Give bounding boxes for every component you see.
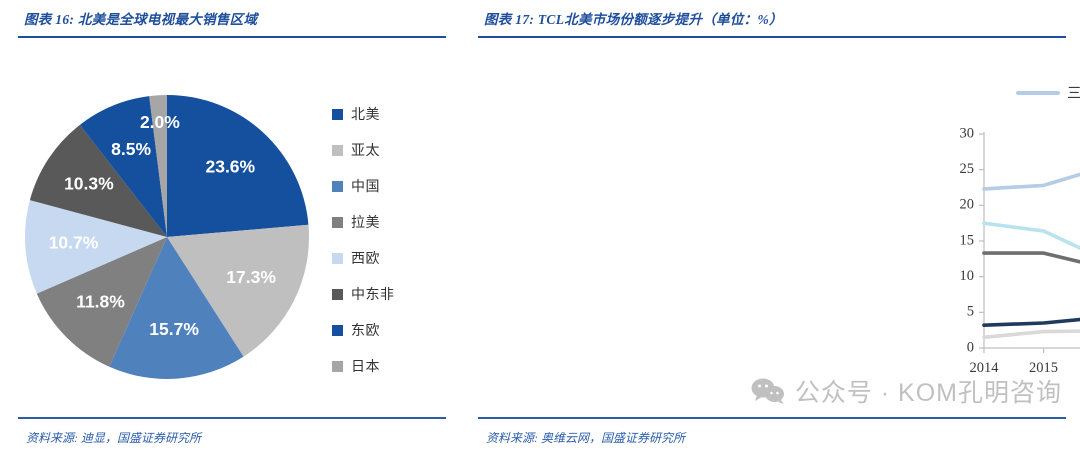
line-chart-svg: 0510152025302014201520162017201820192020…: [960, 125, 1080, 376]
y-axis-tick-label: 0: [967, 339, 974, 355]
y-axis-tick-label: 30: [960, 125, 975, 141]
line-series: [982, 221, 1080, 250]
pie-slice-value: 15.7%: [149, 319, 199, 339]
pie-legend-item[interactable]: 亚太: [332, 132, 395, 168]
figure-17-top-rule: [478, 36, 1066, 38]
pie-legend-label: 北美: [351, 108, 380, 123]
legend-swatch-icon: [332, 180, 343, 192]
chart-axes: [979, 132, 1080, 353]
figure-17-bottom-rule: [478, 417, 1066, 419]
pie-svg: 23.6% 17.3% 15.7% 11.8% 10.7% 10.3% 8.5% 2.0%: [25, 95, 309, 380]
pie-legend-label: 拉美: [351, 216, 380, 231]
pie-slice-value: 10.7%: [49, 233, 99, 253]
legend-swatch-icon: [332, 108, 343, 120]
y-axis-tick-label: 20: [960, 197, 975, 213]
legend-swatch-icon: [332, 216, 343, 228]
legend-swatch-icon: [332, 252, 343, 264]
pie-legend-item[interactable]: 东欧: [332, 312, 395, 348]
legend-swatch-icon: [332, 360, 343, 372]
pie-legend-label: 中国: [351, 180, 380, 195]
figure-16-source: 资料来源: 迪显，国盛证券研究所: [26, 431, 201, 445]
pie-legend-item[interactable]: 拉美: [332, 204, 395, 240]
line-legend-label: 三星: [1067, 86, 1080, 102]
x-axis-tick-label: 2015: [1029, 360, 1058, 376]
pie-slice: [167, 95, 309, 237]
pie-slice-value: 11.8%: [76, 292, 125, 312]
x-axis-tick-label: 2014: [970, 360, 1000, 376]
pie-slice: [25, 200, 168, 294]
pie-legend-item[interactable]: 北美: [332, 96, 395, 132]
pie-slice: [167, 224, 309, 357]
figure-17-title: 图表 17: TCL北美市场份额逐步提升（单位：%）: [484, 12, 783, 27]
line-chart-legend: 三星TCLVizioLG海信: [1016, 82, 1080, 103]
market-share-pie-chart: 23.6% 17.3% 15.7% 11.8% 10.7% 10.3% 8.5% 2.0%: [22, 92, 312, 382]
pie-legend-label: 亚太: [351, 144, 380, 159]
line-series: [982, 317, 1080, 327]
chart-tick-labels: 0510152025302014201520162017201820192020…: [960, 125, 1059, 376]
watermark-text: 公众号 · KOM孔明咨询: [794, 379, 1062, 407]
pie-slice-value: 17.3%: [226, 267, 276, 287]
y-axis-tick-label: 25: [960, 161, 975, 177]
figure-17-panel: 图表 17: TCL北美市场份额逐步提升（单位：%） 三星TCLVizioLG海…: [460, 0, 1080, 455]
pie-legend: 北美亚太中国拉美西欧中东非东欧日本: [332, 96, 395, 384]
figure-16-top-rule: [18, 36, 446, 38]
pie-legend-item[interactable]: 中东非: [332, 276, 395, 312]
market-share-line-chart: 0510152025302014201520162017201820192020…: [938, 120, 1080, 390]
pie-legend-label: 西欧: [351, 252, 380, 267]
legend-swatch-icon: [332, 288, 343, 300]
line-series: [982, 251, 1080, 264]
y-axis-tick-label: 10: [960, 268, 975, 284]
figure-16-bottom-rule: [18, 417, 446, 419]
pie-slice: [36, 237, 167, 367]
pie-legend-label: 东欧: [351, 324, 380, 339]
pie-slice: [149, 95, 167, 237]
legend-swatch-icon: [332, 324, 343, 336]
pie-slice: [109, 237, 244, 380]
pie-slices: [25, 95, 309, 380]
y-axis-tick-label: 5: [967, 304, 974, 320]
legend-line-icon: [1016, 90, 1060, 95]
pie-slice: [79, 96, 167, 238]
pie-slice-value: 10.3%: [64, 174, 114, 194]
pie-legend-label: 日本: [351, 360, 380, 375]
figure-16-panel: 图表 16: 北美是全球电视最大销售区域 23.6% 17.3% 15.7% 11.8…: [0, 0, 460, 455]
y-axis-tick-label: 15: [960, 232, 975, 248]
pie-legend-item[interactable]: 中国: [332, 168, 395, 204]
pie-legend-label: 中东非: [351, 288, 395, 303]
pie-value-labels: 23.6% 17.3% 15.7% 11.8% 10.7% 10.3% 8.5% 2.0%: [49, 112, 277, 339]
legend-swatch-icon: [332, 144, 343, 156]
figure-17-source: 资料来源: 奥维云网，国盛证券研究所: [486, 431, 685, 445]
pie-legend-item[interactable]: 西欧: [332, 240, 395, 276]
pie-slice-value: 8.5%: [111, 139, 151, 159]
wechat-icon: [751, 378, 784, 404]
line-series: [982, 329, 1080, 340]
line-series: [982, 172, 1080, 191]
pie-legend-item[interactable]: 日本: [332, 348, 395, 384]
line-legend-item[interactable]: 三星: [1016, 82, 1080, 103]
figure-16-title: 图表 16: 北美是全球电视最大销售区域: [24, 12, 258, 27]
pie-slice-value: 23.6%: [205, 157, 255, 177]
pie-slice-value: 2.0%: [140, 112, 180, 132]
watermark: 公众号 · KOM孔明咨询: [751, 373, 1062, 409]
chart-series: [982, 172, 1080, 340]
pie-slice: [29, 124, 168, 237]
